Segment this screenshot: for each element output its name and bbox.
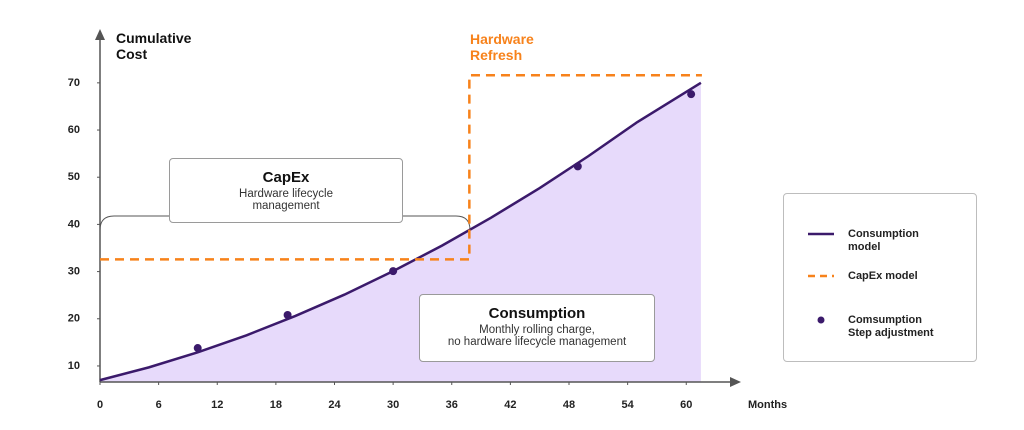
capex-title: CapEx — [262, 169, 310, 186]
x-tick-label: 18 — [270, 399, 282, 411]
consumption-title: Consumption — [488, 305, 586, 322]
y-tick-label: 20 — [68, 313, 80, 325]
hardware-refresh-label: Hardware Refresh — [470, 31, 534, 63]
x-tick-label: 60 — [680, 399, 692, 411]
y-tick-label: 50 — [68, 171, 80, 183]
x-tick-label: 30 — [387, 399, 399, 411]
line — [100, 74, 702, 261]
point — [193, 344, 202, 353]
x-tick-label: 0 — [97, 399, 103, 411]
capex-line: Hardware lifecycle — [239, 188, 333, 200]
legend-marker — [808, 232, 834, 236]
y-tick-label: 40 — [68, 218, 80, 230]
point — [283, 310, 292, 319]
capex-box: CapEx Hardware lifecycle management — [169, 158, 403, 223]
point — [389, 267, 398, 276]
legend-label: Consumption model — [848, 228, 919, 253]
x-tick-label: 12 — [211, 399, 223, 411]
point — [687, 90, 696, 99]
x-tick-label: 54 — [622, 399, 635, 411]
y-axis-label: Cumulative Cost — [116, 30, 192, 62]
y-tick-label: 60 — [68, 124, 80, 136]
y-tick-label: 10 — [68, 360, 80, 372]
capex-line: management — [252, 200, 320, 212]
x-tick-label: 42 — [504, 399, 516, 411]
consumption-line: no hardware lifecycle management — [447, 336, 627, 348]
point — [573, 162, 582, 171]
x-tick-label: 48 — [563, 399, 575, 411]
y-tick-label: 30 — [68, 265, 80, 277]
legend-marker — [808, 274, 834, 278]
legend-marker — [817, 316, 825, 324]
legend-label: CapEx model — [848, 270, 918, 282]
y-arrow — [95, 29, 105, 40]
x-axis-label: Months — [748, 399, 787, 411]
consumption-line: Monthly rolling charge, — [479, 324, 595, 336]
consumption-box: Consumption Monthly rolling charge, no h… — [419, 294, 655, 362]
x-tick-label: 24 — [328, 399, 341, 411]
legend: Consumption model CapEx model Comsumption … — [783, 193, 977, 362]
x-tick-label: 36 — [446, 399, 458, 411]
y-tick-label: 70 — [68, 77, 80, 89]
x-tick-label: 6 — [156, 399, 162, 411]
legend-dot — [817, 316, 825, 324]
x-arrow — [730, 377, 741, 387]
legend-label: Comsumption Step adjustment — [848, 314, 934, 339]
